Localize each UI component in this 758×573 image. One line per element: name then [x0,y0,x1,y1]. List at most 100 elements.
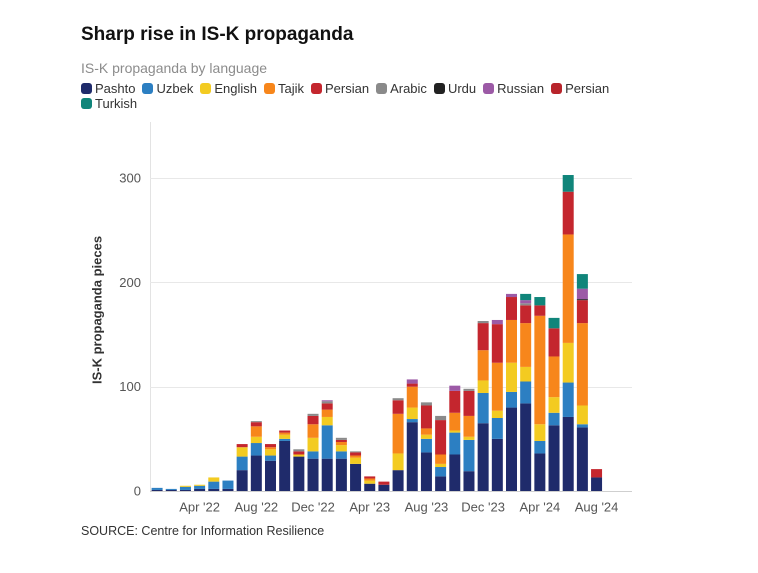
bar-segment-tajik-9 [279,432,291,435]
bar-segment-pashto-31 [591,477,603,491]
legend-label-russian: Russian [497,81,545,96]
bar-segment-english-13 [335,445,347,452]
bar-segment-tajik-18 [406,386,418,408]
bar-segment-pashto-30 [576,427,588,491]
legend-label-english: English [214,81,257,96]
bar-segment-english-26 [520,366,532,382]
bar-segment-english-9 [279,434,291,439]
legend-item-uzbek: Uzbek [142,81,193,96]
bar-segment-pashto-23 [477,423,489,491]
bar-segment-persian-26 [520,305,532,324]
y-tick-label: 0 [134,484,141,499]
bar-segment-uzbek-12 [321,425,333,459]
bar-segment-persian-11 [307,415,319,425]
legend-label-tajik: Tajik [277,81,304,96]
bar-segment-persian-21 [449,390,461,413]
bar-segment-english-30 [576,405,588,425]
bar-segment-pashto-22 [463,471,475,491]
bar-segment-tajik-8 [265,447,276,450]
bar-segment-tajik-23 [477,350,489,381]
bar-segment-persian-19 [420,405,432,429]
bar-segment-english-8 [265,449,276,456]
bar-segment-arabic-26 [520,303,532,306]
legend-swatch-persian-2 [551,83,563,94]
bar-segment-tajik-19 [420,428,432,435]
legend-swatch-english [200,83,212,94]
bar-segment-english-4 [208,477,220,482]
bar-segment-uzbek-25 [506,391,517,408]
legend-label-arabic: Arabic [390,81,427,96]
bar-segment-english-2 [179,485,191,487]
bar-segment-arabic-23 [477,321,489,324]
bar-segment-tajik-27 [534,315,546,425]
bar-segment-persian-6 [236,444,248,448]
bar-segment-tajik-22 [463,415,475,437]
bar-segment-uzbek-6 [236,456,248,471]
bar-segment-uzbek-27 [534,440,546,454]
bar-segment-uzbek-9 [279,438,291,441]
legend-item-arabic: Arabic [376,81,427,96]
bar-segment-english-7 [250,436,262,444]
bar-segment-tajik-30 [576,323,588,406]
y-tick-label: 300 [119,171,141,186]
bar-segment-tajik-7 [250,426,262,437]
bar-segment-english-14 [350,457,362,464]
bar-segment-uzbek-0 [151,487,163,490]
x-tick-label: Apr '22 [179,500,220,515]
bar-segment-english-28 [548,397,560,413]
bar-segment-arabic-13 [335,437,347,440]
bar-segment-turkish-27 [534,297,546,306]
bar-segment-persian-17 [392,400,404,414]
bar-segment-turkish-28 [548,317,560,329]
bar-segment-tajik-14 [350,455,362,458]
bar-segment-tajik-26 [520,323,532,367]
bar-segment-russian-26 [520,300,532,304]
bar-segment-uzbek-3 [194,485,206,489]
bar-segment-uzbek-21 [449,432,461,455]
bar-segment-arabic-17 [392,398,404,401]
bar-segment-pashto-8 [265,460,276,491]
bar-segment-arabic-7 [250,421,262,423]
bar-segment-uzbek-22 [463,439,475,472]
bar-segment-uzbek-2 [179,486,191,490]
legend-swatch-persian [311,83,322,94]
x-tick-label: Dec '23 [461,500,505,515]
bar-segment-uzbek-28 [548,412,560,426]
bar-segment-arabic-11 [307,413,319,416]
chart-title: Sharp rise in IS-K propaganda [81,24,354,45]
bar-segment-pashto-29 [562,416,574,491]
bar-segment-uzbek-5 [222,480,234,489]
axes: 0 100 200 300 Apr '22 Aug '22 Dec '22 Apr '23 Au… [119,171,632,515]
bar-segment-persian-25 [506,297,517,320]
x-tick-label: Aug '24 [575,500,619,515]
bar-segment-english-25 [506,362,517,392]
legend-swatch-arabic [376,83,388,94]
bar-segment-pashto-21 [449,454,461,491]
bar-segment-persian-15 [364,476,376,479]
bar-segment-persian-9 [279,430,291,433]
bar-segment-uzbek-7 [250,443,262,456]
bar-segment-persian-30 [576,300,588,324]
bar-segment-persian-23 [477,323,489,351]
bar-segment-tajik-24 [491,362,503,411]
legend: Pashto Uzbek English Tajik Persian Arabic Urdu… [81,81,621,111]
bar-segment-english-22 [463,436,475,440]
legend-swatch-russian [483,83,495,94]
x-tick-label: Apr '24 [519,500,560,515]
bar-segment-tajik-11 [307,424,319,438]
bar-segment-persian-24 [491,324,503,363]
legend-swatch-pashto [81,83,92,94]
legend-label-persian: Persian [325,81,370,96]
bar-segment-uzbek-23 [477,392,489,424]
bar-segment-english-19 [420,434,432,439]
bar-segment-tajik-12 [321,409,333,417]
bar-segment-uzbek-24 [491,418,503,439]
bar-segment-uzbek-11 [307,451,319,459]
bar-segment-tajik-28 [548,356,560,398]
legend-label-uzbek: Uzbek [156,81,194,96]
y-axis-label: IS-K propaganda pieces [90,236,105,384]
bar-segment-arabic-12 [321,401,333,404]
bar-segment-english-27 [534,424,546,441]
bar-segment-uzbek-8 [265,455,276,461]
bar-segment-uzbek-20 [435,467,447,477]
